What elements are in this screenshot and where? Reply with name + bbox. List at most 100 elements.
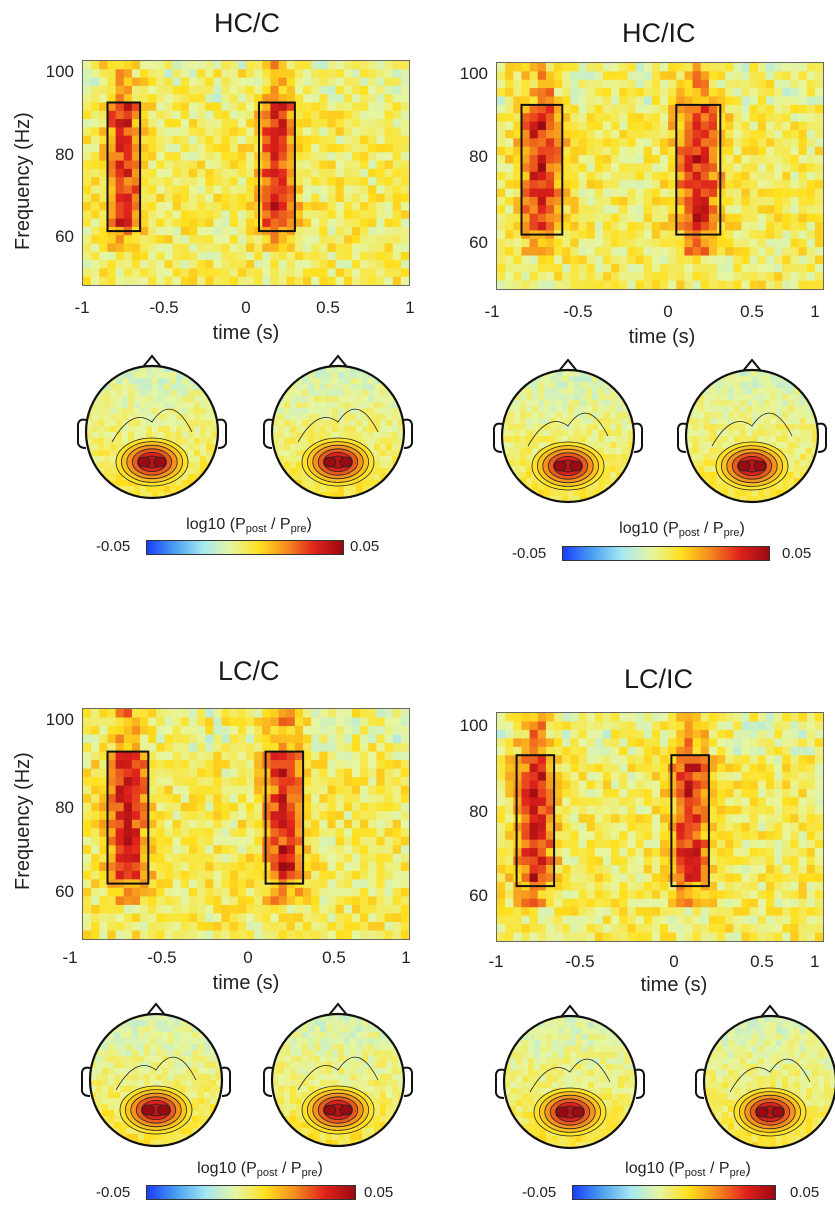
topomap-cell — [194, 402, 201, 409]
heatmap-cell — [83, 887, 92, 898]
heatmap-cell — [537, 247, 547, 257]
heatmap-cell — [123, 160, 133, 170]
heatmap-cell — [757, 155, 767, 165]
heatmap-cell — [278, 853, 288, 863]
heatmap-cell — [545, 79, 555, 89]
topomap-cell — [800, 400, 807, 407]
heatmap-cell — [611, 230, 620, 240]
topomap-cell — [134, 378, 141, 385]
heatmap-cell — [586, 96, 596, 106]
heatmap-cell — [83, 870, 92, 880]
heatmap-cell — [286, 135, 296, 145]
heatmap-cell — [123, 177, 133, 187]
heatmap-cell — [684, 129, 694, 139]
topomap-cell — [586, 376, 593, 383]
heatmap-cell — [197, 887, 206, 898]
heatmap-cell — [814, 155, 823, 165]
heatmap-cell — [221, 202, 231, 211]
heatmap-cell — [733, 272, 743, 282]
heatmap-cell — [262, 260, 272, 270]
heatmap-cell — [197, 135, 206, 145]
heatmap-cell — [708, 263, 718, 273]
topomap-cell — [758, 436, 765, 443]
topomap-cell — [544, 388, 551, 395]
heatmap-cell — [392, 251, 402, 261]
heatmap-cell — [303, 904, 312, 915]
heatmap-cell — [521, 113, 531, 123]
heatmap-cell — [570, 129, 580, 139]
heatmap-cell — [213, 853, 223, 863]
topomap-cell — [332, 426, 339, 433]
heatmap-cell — [213, 879, 223, 889]
topomap-cell — [616, 424, 623, 431]
heatmap-cell — [774, 104, 783, 114]
heatmap-cell — [254, 251, 263, 261]
topomap-cell — [622, 382, 629, 389]
heatmap-cell — [188, 887, 198, 898]
topomap-cell — [104, 486, 111, 493]
heatmap-cell — [749, 188, 759, 198]
topomap-cell — [544, 376, 551, 383]
heatmap-cell — [83, 69, 92, 79]
topomap-cell — [740, 394, 747, 401]
heatmap-cell — [602, 205, 612, 215]
topomap-cell — [686, 448, 693, 455]
heatmap-cell — [578, 155, 588, 165]
heatmap-cell — [700, 96, 710, 106]
heatmap-cell — [140, 726, 149, 736]
heatmap-cell — [741, 222, 751, 232]
heatmap-cell — [741, 238, 751, 248]
heatmap-cell — [246, 760, 255, 770]
heatmap-cell — [205, 760, 214, 770]
topomap-cell — [562, 436, 569, 443]
heatmap-cell — [270, 913, 280, 923]
heatmap-cell — [115, 904, 125, 915]
heatmap-cell — [270, 819, 280, 829]
heatmap-cell — [156, 870, 166, 880]
topomap-cell — [380, 456, 387, 463]
heatmap-cell — [319, 61, 329, 70]
heatmap-cell — [197, 152, 206, 162]
x-tick-label: 0 — [241, 298, 251, 317]
heatmap-cell — [229, 870, 239, 880]
heatmap-cell — [237, 862, 247, 872]
topomap-cell — [686, 490, 693, 497]
topomap-cell — [386, 492, 393, 498]
topomap-cell — [788, 448, 795, 455]
topomap-cell — [182, 366, 189, 373]
heatmap-cell — [668, 113, 677, 123]
heatmap-cell — [115, 210, 125, 220]
topomap-cell — [508, 388, 515, 395]
topomap-cell — [116, 432, 123, 439]
heatmap-cell — [765, 71, 775, 81]
heatmap-cell — [172, 69, 182, 79]
heatmap-cell — [83, 734, 92, 744]
topomap-cell — [188, 456, 195, 463]
topomap-cell — [598, 394, 605, 401]
heatmap-cell — [303, 879, 312, 889]
topomap-cell — [176, 414, 183, 421]
topomap-cell — [592, 484, 599, 491]
heatmap-cell — [311, 802, 320, 812]
heatmap-cell — [262, 276, 272, 285]
topomap-cell — [140, 420, 147, 427]
heatmap-cell — [270, 160, 280, 170]
heatmap-cell — [197, 160, 206, 170]
heatmap-cell — [237, 251, 247, 261]
heatmap-cell — [368, 143, 377, 153]
heatmap-cell — [270, 896, 280, 906]
heatmap-cell — [319, 709, 329, 719]
heatmap-cell — [237, 870, 247, 880]
heatmap-cell — [205, 260, 214, 270]
heatmap-cell — [140, 61, 149, 70]
heatmap-cell — [537, 196, 547, 206]
topomap-cell — [574, 370, 581, 377]
heatmap-cell — [392, 94, 402, 104]
heatmap-cell — [246, 921, 255, 932]
heatmap-cell — [513, 88, 523, 98]
heatmap-cell — [164, 61, 174, 70]
heatmap-cell — [180, 102, 190, 112]
heatmap-cell — [651, 188, 661, 198]
heatmap-cell — [262, 77, 272, 87]
colorbar-min-label: -0.05 — [512, 545, 547, 562]
